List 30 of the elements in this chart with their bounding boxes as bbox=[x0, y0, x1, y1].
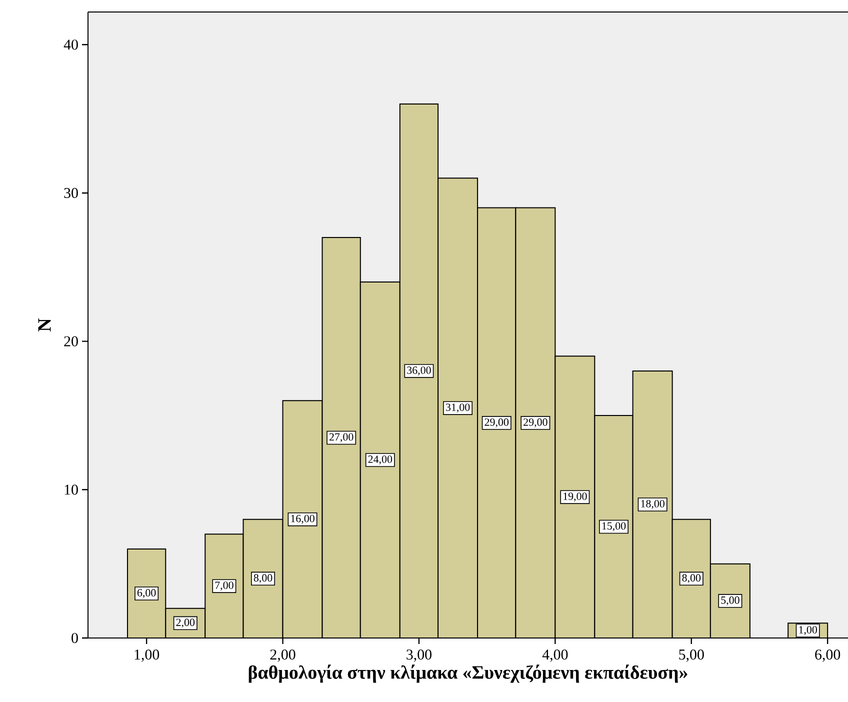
x-tick-label: 5,00 bbox=[679, 650, 704, 662]
data-label: 36,00 bbox=[407, 366, 431, 376]
x-tick-label: 2,00 bbox=[270, 650, 296, 662]
data-label: 27,00 bbox=[329, 433, 354, 442]
data-label: 1,00 bbox=[799, 626, 817, 636]
data-label: 7,00 bbox=[215, 582, 234, 591]
data-label: 5,00 bbox=[721, 596, 740, 606]
data-label: 19,00 bbox=[564, 492, 587, 502]
data-label: 6,00 bbox=[137, 589, 156, 598]
data-label: 31,00 bbox=[446, 404, 470, 413]
x-tick-label: 6,00 bbox=[815, 650, 840, 662]
y-axis-title: N bbox=[38, 318, 51, 332]
y-tick-label: 0 bbox=[72, 632, 78, 644]
y-tick-label: 40 bbox=[64, 40, 78, 50]
data-label: 29,00 bbox=[524, 418, 548, 428]
x-tick-label: 4,00 bbox=[542, 650, 568, 662]
data-label: 29,00 bbox=[484, 418, 509, 428]
data-label: 15,00 bbox=[602, 522, 626, 532]
data-label: 24,00 bbox=[368, 456, 392, 464]
y-tick-label: 30 bbox=[64, 188, 78, 198]
data-label: 8,00 bbox=[254, 574, 272, 584]
data-label: 8,00 bbox=[682, 574, 701, 584]
y-tick-label: 20 bbox=[64, 336, 78, 346]
x-tick-label: 3,00 bbox=[406, 650, 432, 662]
data-label: 2,00 bbox=[176, 618, 195, 628]
data-label: 16,00 bbox=[291, 514, 314, 524]
y-tick-label: 10 bbox=[64, 484, 78, 495]
x-axis-title: βαθμολογία στην κλίμακα «Συνεχιζόμενη εκπαίδευση» bbox=[248, 664, 688, 683]
data-label: 18,00 bbox=[641, 500, 664, 509]
x-tick-label: 1,00 bbox=[134, 650, 160, 662]
